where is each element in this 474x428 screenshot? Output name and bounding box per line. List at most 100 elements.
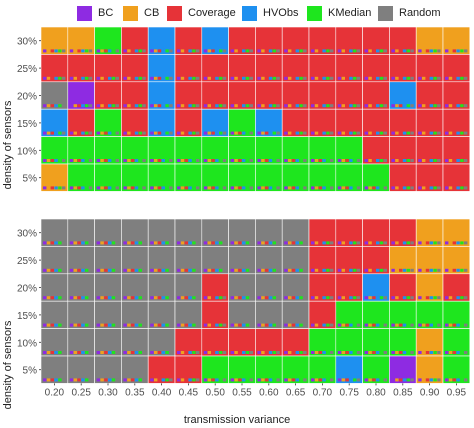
- cell-bar: [219, 104, 223, 108]
- cell-bar: [261, 131, 265, 135]
- x-tick-label: 0.75: [339, 387, 359, 398]
- cell-bar: [100, 186, 104, 190]
- cell-bar: [391, 104, 395, 108]
- cell-bar: [127, 378, 131, 382]
- cell-bar: [115, 351, 119, 354]
- cell-bar: [337, 268, 342, 272]
- cell-bar: [314, 159, 319, 162]
- cell-bar: [318, 186, 322, 190]
- cell-bar: [157, 378, 162, 382]
- cell-bar: [73, 104, 77, 108]
- cell-bar: [62, 296, 66, 300]
- cell-bar: [318, 159, 322, 162]
- cell-bar: [219, 296, 223, 300]
- cell-bar: [379, 268, 384, 272]
- cell-bar: [337, 351, 342, 354]
- cell-bar: [85, 241, 89, 245]
- cell-bar: [425, 323, 430, 327]
- cell-bar: [364, 323, 368, 327]
- cell-bar: [230, 76, 234, 80]
- cell-bar: [437, 378, 441, 382]
- cell-bar: [418, 49, 422, 53]
- cell-bar: [341, 268, 345, 272]
- cell-bar: [161, 76, 165, 80]
- cell-bar: [383, 131, 387, 135]
- cell-bar: [433, 186, 437, 190]
- cell-bar: [238, 351, 242, 354]
- cell-bar: [406, 104, 410, 108]
- cell-bar: [50, 296, 54, 300]
- cell-bar: [376, 296, 380, 300]
- x-tick-label: 0.55: [232, 387, 252, 398]
- cell-bar: [322, 104, 326, 108]
- cell-bar: [238, 131, 242, 135]
- cell-bar: [88, 241, 93, 245]
- legend-swatch-coverage: [166, 4, 183, 22]
- cell-bar: [211, 351, 215, 354]
- cell-bar: [391, 351, 395, 354]
- cell-bar: [62, 186, 66, 190]
- cell-bar: [177, 296, 181, 300]
- y-tick-label: 25%: [17, 256, 37, 267]
- cell-bar: [207, 104, 211, 108]
- cell-bar: [54, 131, 58, 135]
- cell-bar: [142, 76, 146, 80]
- cell-bar: [261, 76, 265, 80]
- cell-bar: [268, 186, 273, 190]
- cell-bar: [383, 323, 387, 327]
- cell-bar: [249, 159, 253, 162]
- cell-bar: [433, 323, 437, 327]
- cell-bar: [318, 49, 322, 53]
- cell-bar: [291, 159, 296, 162]
- x-tick-label: 0.60: [259, 387, 279, 398]
- cell-bar: [85, 49, 89, 53]
- cell-bar: [410, 104, 414, 108]
- cell-bar: [111, 76, 116, 80]
- cell-bar: [341, 241, 345, 245]
- cell-bar: [311, 131, 315, 135]
- cell-bar: [391, 76, 395, 80]
- y-axis-title-bottom: density of sensors: [2, 320, 14, 410]
- cell-bar: [115, 131, 119, 135]
- cell-bar: [215, 49, 219, 53]
- legend-swatch-bc: [76, 4, 93, 22]
- cell-bar: [284, 323, 288, 327]
- cell-bar: [418, 296, 422, 300]
- cell-bar: [222, 268, 227, 272]
- cell-bar: [134, 296, 139, 300]
- cell-bar: [429, 131, 433, 135]
- cell-bar: [345, 296, 349, 300]
- cell-bar: [448, 241, 453, 245]
- cell-bar: [211, 323, 215, 327]
- cell-bar: [372, 323, 376, 327]
- cell-bar: [460, 323, 464, 327]
- cell-bar: [314, 49, 319, 53]
- cell-bar: [314, 131, 319, 135]
- cell-bar: [150, 104, 154, 108]
- cell-bar: [261, 378, 265, 382]
- cell-bar: [230, 49, 234, 53]
- cell-bar: [288, 76, 292, 80]
- cell-bar: [372, 351, 376, 354]
- cell-bar: [318, 323, 322, 327]
- cell-bar: [134, 268, 139, 272]
- cell-bar: [448, 186, 453, 190]
- legend-item-bc: BC: [76, 4, 113, 22]
- x-axis-title: transmission variance: [183, 414, 291, 426]
- cell-bar: [318, 296, 322, 300]
- cell-bar: [150, 323, 154, 327]
- cell-bar: [261, 351, 265, 354]
- cell-bar: [452, 378, 456, 382]
- cell-bar: [184, 76, 188, 80]
- cell-bar: [50, 241, 54, 245]
- cell-bar: [337, 131, 342, 135]
- cell-bar: [46, 131, 51, 135]
- cell-bar: [245, 49, 250, 53]
- cell-bar: [337, 104, 342, 108]
- cell-bar: [230, 131, 234, 135]
- cell-bar: [215, 104, 219, 108]
- cell-bar: [295, 296, 299, 300]
- cell-bar: [58, 159, 62, 162]
- cell-bar: [177, 241, 181, 245]
- cell-bar: [311, 104, 315, 108]
